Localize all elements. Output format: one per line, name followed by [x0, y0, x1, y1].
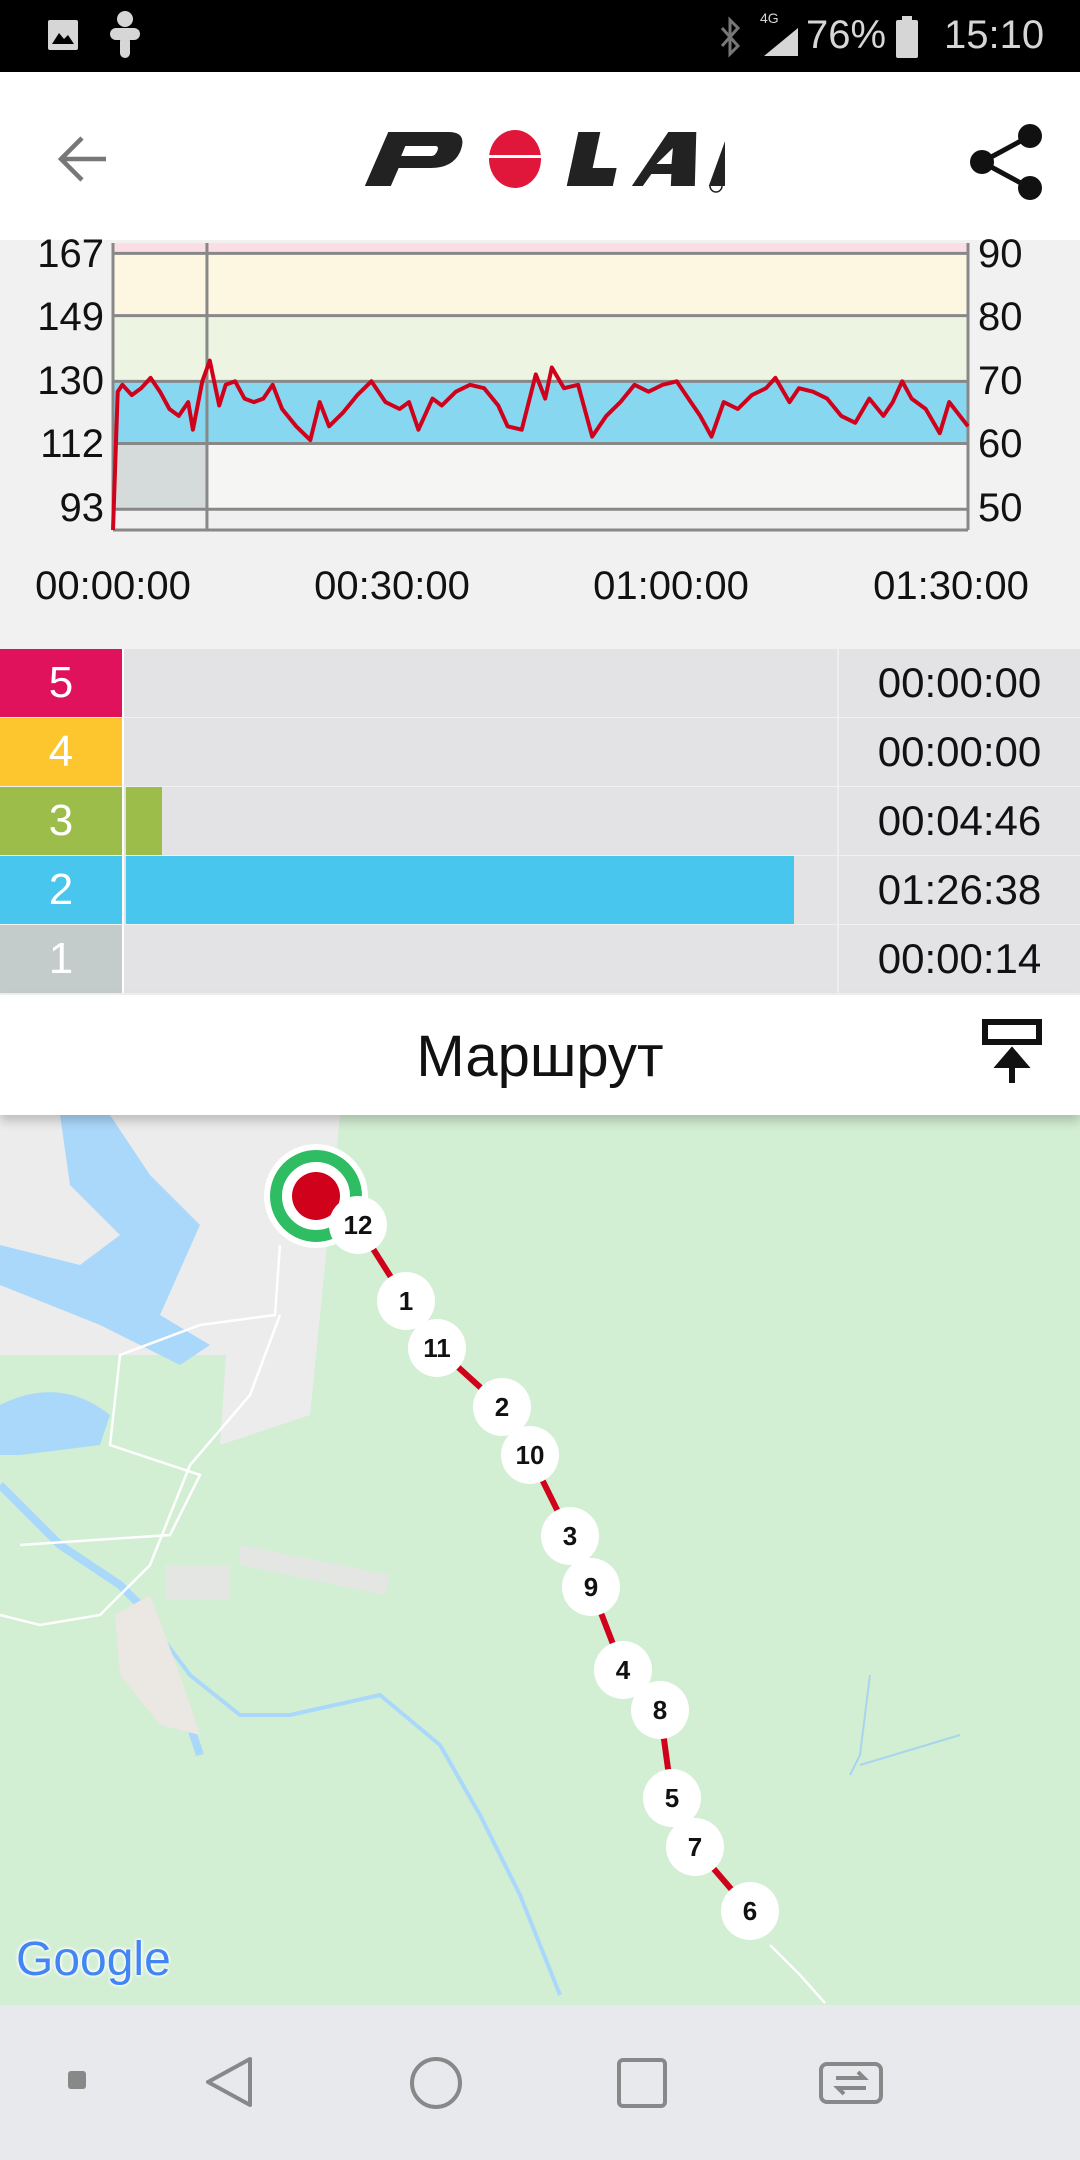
zone-row: 4 00:00:00 — [0, 718, 1080, 787]
network-type: 4G — [760, 10, 779, 26]
y-right-tick: 80 — [978, 295, 1023, 339]
start-dot — [292, 1172, 340, 1220]
lap-marker[interactable] — [501, 1426, 559, 1484]
x-tick: 00:30:00 — [314, 564, 470, 608]
zone-label: 4 — [0, 718, 124, 786]
chart-plot-area — [111, 243, 970, 532]
zone-time: 00:00:00 — [837, 718, 1080, 786]
lap-marker[interactable] — [631, 1681, 689, 1739]
y-left-tick: 167 — [37, 232, 104, 276]
polar-logo — [364, 130, 725, 193]
nav-home-icon[interactable] — [408, 2055, 464, 2111]
zone-band — [113, 443, 968, 510]
signal-icon — [764, 28, 798, 56]
route-title: Маршрут — [416, 1024, 664, 1089]
nav-recents-icon[interactable] — [616, 2057, 668, 2109]
zone-row: 3 00:04:46 — [0, 787, 1080, 856]
start-ring — [270, 1150, 362, 1242]
lap-marker-label: 12 — [344, 1210, 373, 1240]
zone-label: 1 — [0, 925, 124, 993]
lap-marker-label: 9 — [584, 1572, 598, 1602]
lap-marker[interactable] — [562, 1558, 620, 1616]
hr-line — [111, 358, 970, 531]
lap-marker[interactable] — [666, 1818, 724, 1876]
zone-time: 00:00:00 — [837, 649, 1080, 717]
status-bar: 4G 76% 15:10 — [0, 0, 1080, 72]
lap-marker[interactable] — [408, 1319, 466, 1377]
lap-marker-label: 6 — [743, 1896, 757, 1926]
route-map[interactable]: 12 1 11 2 10 3 9 4 8 5 7 6 Google — [0, 1115, 1080, 2005]
nav-back-icon[interactable] — [202, 2055, 256, 2109]
y-right-tick: 60 — [978, 422, 1023, 466]
arrow-back-icon[interactable] — [56, 134, 112, 184]
lap-marker[interactable] — [329, 1196, 387, 1254]
y-left-tick: 93 — [59, 486, 105, 530]
y-right-tick: 50 — [978, 486, 1023, 530]
zone-band — [113, 243, 968, 254]
lap-marker-label: 1 — [399, 1286, 413, 1316]
lap-marker-label: 7 — [688, 1832, 702, 1862]
lap-marker-label: 8 — [653, 1695, 667, 1725]
zone-label: 2 — [0, 856, 124, 924]
battery-icon — [896, 16, 918, 58]
lap-marker[interactable] — [721, 1882, 779, 1940]
zone-bar — [126, 856, 795, 924]
zone-row: 1 00:00:14 — [0, 925, 1080, 994]
warmup-band — [113, 443, 207, 510]
y-right-tick: 90 — [978, 232, 1023, 276]
lap-marker-label: 3 — [563, 1521, 577, 1551]
zone-row: 2 01:26:38 — [0, 856, 1080, 925]
lap-marker-label: 4 — [616, 1655, 631, 1685]
lap-marker[interactable] — [473, 1378, 531, 1436]
x-tick: 01:30:00 — [873, 564, 1029, 608]
recent-dot-icon[interactable] — [68, 2071, 88, 2091]
route-section-header: Маршрут — [0, 995, 1080, 1115]
map-attribution: Google — [16, 1933, 171, 1986]
zone-row: 5 00:00:00 — [0, 649, 1080, 718]
zone-label: 5 — [0, 649, 124, 717]
accessibility-icon — [110, 11, 140, 58]
bluetooth-icon — [720, 16, 741, 58]
lap-marker-label: 2 — [495, 1392, 509, 1422]
app-header — [0, 72, 1080, 240]
zone-label: 3 — [0, 787, 124, 855]
share-icon[interactable] — [968, 122, 1048, 202]
x-tick: 00:00:00 — [35, 564, 191, 608]
y-right-tick: 70 — [978, 359, 1023, 403]
switch-apps-icon[interactable] — [818, 2061, 884, 2105]
lap-marker[interactable] — [377, 1272, 435, 1330]
zone-time: 00:04:46 — [837, 787, 1080, 855]
lap-marker-label: 5 — [665, 1783, 679, 1813]
lap-marker[interactable] — [643, 1769, 701, 1827]
battery-percent: 76% — [806, 13, 887, 57]
y-left-tick: 149 — [37, 295, 104, 339]
zone-band — [113, 253, 968, 316]
y-left-tick: 112 — [40, 422, 104, 466]
clock: 15:10 — [944, 13, 1045, 57]
gallery-icon — [48, 20, 78, 50]
x-tick: 01:00:00 — [593, 564, 749, 608]
zone-band — [113, 315, 968, 382]
lap-marker[interactable] — [541, 1507, 599, 1565]
hr-zones-table: 5 00:00:00 4 00:00:00 3 00:04:46 2 01:26:38 1 00:… — [0, 649, 1080, 994]
y-left-tick: 130 — [37, 359, 104, 403]
system-nav-bar — [0, 2005, 1080, 2160]
collapse-up-icon[interactable] — [982, 1019, 1044, 1085]
zone-bar — [126, 787, 162, 855]
lap-marker[interactable] — [594, 1641, 652, 1699]
zone-time: 01:26:38 — [837, 856, 1080, 924]
lap-marker-label: 10 — [516, 1440, 545, 1470]
heart-rate-chart: 167 149 130 112 93 90 80 70 60 50 — [0, 232, 1080, 650]
zone-time: 00:00:14 — [837, 925, 1080, 993]
lap-marker-label: 11 — [423, 1333, 451, 1363]
